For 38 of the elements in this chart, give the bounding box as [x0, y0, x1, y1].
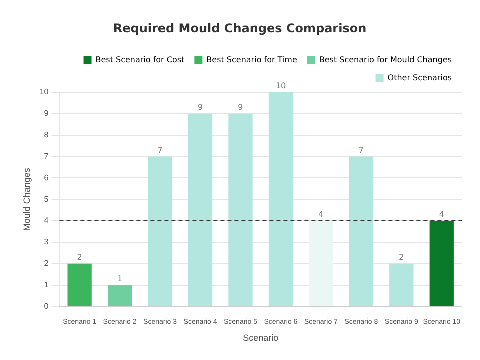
legend-label: Best Scenario for Time	[206, 55, 298, 64]
bar	[108, 285, 132, 306]
y-tick-label: 1	[44, 280, 50, 290]
data-label: 10	[276, 81, 286, 90]
legend-label: Best Scenario for Mould Changes	[319, 55, 452, 64]
legend-label: Best Scenario for Cost	[96, 55, 185, 64]
y-tick-label: 2	[44, 259, 50, 268]
data-label: 1	[117, 274, 123, 284]
x-axis-title: Scenario	[243, 333, 279, 344]
data-label: 7	[358, 146, 364, 155]
bar	[68, 264, 92, 306]
y-tick-label: 8	[44, 130, 50, 140]
data-label: 4	[439, 210, 444, 220]
y-tick-label: 3	[44, 238, 50, 247]
data-label: 4	[318, 210, 324, 220]
data-label: 2	[399, 253, 404, 262]
y-axis-title: Mould Changes	[22, 168, 32, 232]
data-label: 2	[77, 253, 82, 262]
bar	[390, 264, 414, 306]
data-label: 9	[198, 102, 204, 112]
bar	[349, 156, 374, 306]
y-tick-label: 7	[44, 152, 50, 161]
y-tick-label: 0	[44, 302, 50, 312]
data-label: 7	[158, 146, 163, 155]
bar	[148, 156, 172, 306]
y-tick-label: 6	[44, 173, 50, 182]
bar	[309, 221, 334, 306]
y-tick-label: 4	[44, 216, 50, 226]
data-label: 9	[238, 102, 244, 112]
bar	[268, 92, 294, 306]
chart-title: Required Mould Changes Comparison	[113, 21, 367, 36]
y-tick-label: 5	[44, 194, 50, 204]
y-tick-label: 10	[40, 88, 50, 97]
legend-label: Other Scenarios	[388, 73, 452, 82]
y-tick-label: 9	[44, 109, 50, 118]
bar	[188, 114, 213, 306]
bar	[430, 221, 454, 306]
bar	[228, 114, 253, 306]
